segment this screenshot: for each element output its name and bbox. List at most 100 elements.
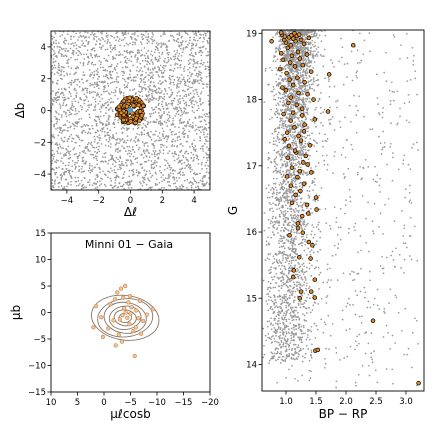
field-star	[183, 129, 186, 132]
cmd-field-star	[272, 286, 275, 289]
field-star	[128, 175, 131, 178]
field-star	[126, 57, 129, 60]
field-star	[194, 124, 197, 127]
pm-member	[144, 312, 150, 317]
field-star	[74, 125, 76, 127]
field-star	[128, 59, 131, 62]
field-star	[154, 86, 157, 88]
field-star	[104, 102, 106, 105]
field-star	[197, 107, 200, 110]
field-star	[105, 123, 107, 126]
cmd-field-star	[406, 80, 409, 82]
cmd-field-star	[316, 53, 318, 55]
cmd-field-star	[335, 100, 337, 103]
field-star	[94, 109, 97, 111]
field-star	[159, 122, 162, 124]
field-star	[58, 46, 61, 48]
field-star	[70, 79, 73, 82]
field-star	[177, 103, 179, 106]
field-star	[182, 76, 185, 79]
field-star	[182, 112, 185, 114]
cmd-field-star	[273, 88, 275, 91]
field-star	[171, 140, 174, 143]
cmd-field-star	[403, 102, 406, 104]
field-star	[202, 176, 205, 178]
field-star	[98, 46, 101, 49]
field-star	[163, 145, 165, 147]
field-star	[76, 156, 79, 158]
field-star	[196, 60, 199, 63]
field-star	[87, 181, 89, 184]
field-star	[159, 64, 162, 67]
field-star	[105, 185, 107, 188]
field-star	[178, 98, 181, 100]
cmd-field-star	[270, 358, 272, 360]
field-star	[82, 170, 85, 173]
field-star	[195, 88, 198, 91]
field-star	[173, 159, 176, 162]
field-star	[78, 144, 81, 147]
field-star	[154, 171, 157, 174]
field-star	[97, 84, 100, 87]
field-star	[53, 168, 55, 171]
cmd-field-star	[283, 187, 286, 189]
field-star	[63, 75, 66, 77]
cmd-field-star	[344, 156, 347, 159]
field-star	[57, 146, 60, 149]
field-star	[55, 166, 58, 169]
cmd-field-star	[320, 318, 323, 321]
field-star	[87, 57, 90, 59]
field-star	[172, 123, 175, 126]
cmd-field-star	[345, 199, 347, 201]
field-star	[122, 74, 124, 77]
cmd-field-star	[284, 60, 287, 63]
cmd-field-star	[380, 153, 383, 155]
field-star	[181, 185, 184, 188]
cmd-field-star	[290, 331, 293, 333]
cmd-field-star	[284, 261, 287, 264]
field-star	[112, 133, 114, 136]
field-star	[136, 174, 139, 177]
field-star	[93, 70, 96, 73]
field-star	[182, 121, 185, 124]
field-star	[192, 78, 195, 81]
field-star	[196, 93, 199, 96]
field-star	[160, 186, 163, 189]
field-star	[184, 167, 186, 170]
field-star	[198, 115, 201, 118]
field-star	[123, 141, 125, 143]
field-star	[89, 33, 92, 36]
cmd-field-star	[280, 341, 283, 344]
field-star	[65, 115, 68, 118]
field-star	[153, 153, 156, 156]
field-star	[161, 134, 164, 136]
field-star	[111, 81, 114, 84]
field-star	[121, 32, 124, 35]
field-star	[125, 33, 127, 36]
field-star	[77, 184, 80, 187]
field-star	[136, 157, 139, 159]
cmd-field-star	[281, 252, 284, 255]
field-star	[157, 156, 160, 159]
cmd-field-star	[317, 199, 319, 202]
field-star	[141, 184, 144, 187]
cmd-field-star	[318, 274, 321, 276]
field-star	[177, 41, 180, 44]
cmd-field-star	[311, 31, 313, 33]
field-star	[152, 40, 155, 43]
field-star	[171, 143, 174, 146]
field-star	[151, 54, 154, 57]
field-star	[176, 57, 179, 60]
field-star	[180, 111, 183, 113]
field-star	[70, 106, 73, 108]
field-star	[55, 111, 58, 114]
field-star	[115, 65, 118, 67]
cmd-field-star	[315, 79, 317, 82]
cmd-field-star	[275, 204, 278, 206]
field-star	[56, 176, 59, 179]
cmd-field-star	[273, 56, 275, 59]
field-star	[191, 109, 194, 112]
field-star	[167, 152, 169, 155]
cmd-field-star	[292, 186, 295, 188]
field-star	[59, 105, 62, 107]
